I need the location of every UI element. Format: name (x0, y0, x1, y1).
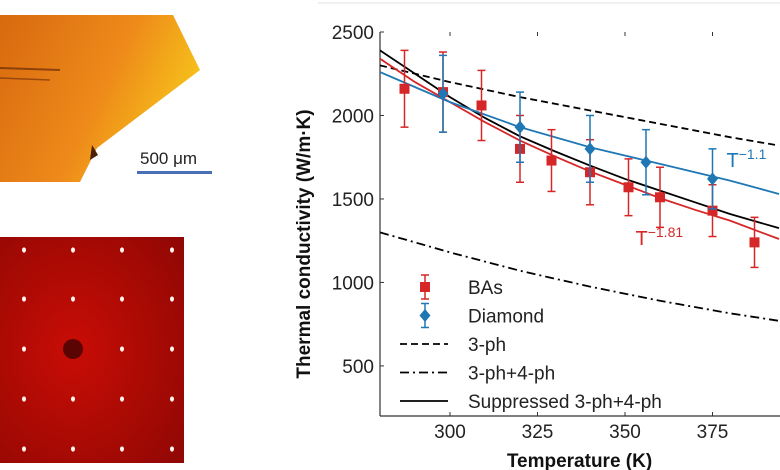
fit-annotation: T−1.1 (727, 146, 767, 172)
data-point-square (420, 282, 430, 292)
data-point-square (707, 205, 718, 216)
x-tick-label: 350 (609, 422, 641, 443)
data-point-diamond (437, 87, 449, 101)
plot-area (380, 49, 780, 322)
x-tick-label: 375 (697, 422, 729, 443)
legend-label: 3-ph+4-ph (468, 364, 555, 385)
y-axis-label: Thermal conductivity (W/m·K) (294, 109, 315, 378)
legend-label: BAs (468, 278, 503, 299)
x-tick-label: 325 (522, 422, 554, 443)
diffraction-spot (71, 446, 75, 452)
fit-exponent: −1.1 (739, 146, 767, 162)
data-point-square (749, 237, 760, 248)
scale-bar-label: 500 μm (140, 149, 197, 168)
diffraction-spot (120, 296, 124, 302)
data-point-square (546, 155, 557, 166)
data-point-diamond (514, 120, 526, 134)
diffraction-spot (22, 247, 26, 253)
series-line-3-ph (380, 64, 780, 147)
diffraction-spot (120, 446, 124, 452)
diffraction-spot (22, 296, 26, 302)
diffraction-spot (170, 296, 174, 302)
legend: BAs Diamond 3-ph 3-ph+4-ph Suppressed 3-ph+4… (400, 274, 662, 413)
diffraction-spot (71, 247, 75, 253)
diffraction-spot (170, 446, 174, 452)
diffraction-spot (22, 446, 26, 452)
diffraction-image (0, 237, 184, 463)
diffraction-spot (22, 396, 26, 402)
data-point-square (623, 182, 634, 193)
diffraction-spot (170, 247, 174, 253)
y-tick-label: 2500 (332, 23, 374, 44)
diffraction-spot (71, 296, 75, 302)
series-line-fit (380, 57, 780, 240)
series-line-suppressed-3-ph-4-ph (380, 49, 780, 230)
legend-label: 3-ph (468, 335, 506, 356)
diffraction-spot (120, 346, 124, 352)
fit-annotation: T−1.81 (636, 224, 684, 250)
fit-exponent: −1.81 (648, 224, 684, 240)
diffraction-spot (71, 396, 75, 402)
diffraction-spot (170, 396, 174, 402)
data-point-square (476, 100, 487, 111)
diffraction-spot (22, 346, 26, 352)
y-tick-label: 1500 (332, 190, 374, 211)
y-tick-label: 500 (342, 357, 374, 378)
y-tick-label: 2000 (332, 106, 374, 127)
diffraction-spot (170, 346, 174, 352)
data-point-diamond (640, 155, 652, 169)
data-point-diamond (584, 142, 596, 156)
legend-label: Diamond (468, 307, 544, 328)
legend-label: Suppressed 3-ph+4-ph (468, 392, 662, 413)
x-tick-label: 300 (434, 422, 466, 443)
y-tick-label: 1000 (332, 273, 374, 294)
data-point-diamond (419, 309, 431, 322)
x-axis-label: Temperature (K) (507, 451, 652, 470)
series-line-3-ph-4-ph (380, 231, 780, 322)
diffraction-spot (120, 247, 124, 253)
thermal-conductivity-chart: 300 325 350 375 500 1000 1500 2000 2500 Temperatu… (294, 2, 780, 470)
data-point-square (399, 83, 410, 94)
crystal-image: 500 μm (0, 15, 212, 182)
diffraction-spot (120, 396, 124, 402)
data-point-diamond (707, 172, 718, 186)
data-point-square (655, 192, 665, 203)
scale-bar (137, 171, 212, 174)
